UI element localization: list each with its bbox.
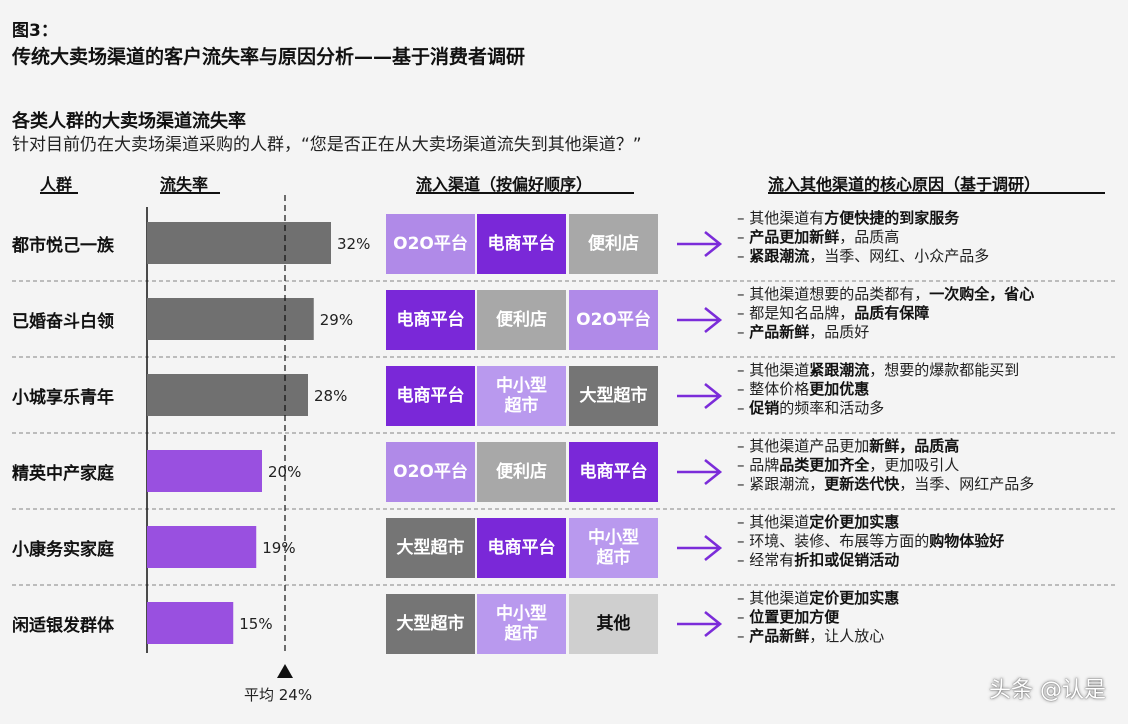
reason-item: – 产品新鲜，让人放心 — [737, 627, 885, 645]
bar-value-label: 28% — [314, 387, 347, 405]
churn-bar — [147, 222, 331, 264]
channel-box: 便利店 — [569, 214, 658, 274]
reason-item: – 产品新鲜，品质好 — [737, 323, 870, 341]
bar-value-label: 15% — [239, 615, 272, 633]
arrow-right-icon — [677, 230, 723, 258]
churn-bar — [147, 374, 308, 416]
reason-list: – 其他渠道有方便快捷的到家服务 – 产品更加新鲜，品质高 – 紧跟潮流，当季、网红… — [737, 209, 1117, 266]
channel-box: 大型超市 — [386, 594, 475, 654]
bar-value-label: 32% — [337, 235, 370, 253]
chart-subtitle: 各类人群的大卖场渠道流失率 — [12, 111, 246, 132]
reason-item: – 紧跟潮流，更新迭代快，当季、网红产品多 — [737, 475, 1035, 493]
reason-item: – 其他渠道想要的品类都有，一次购全，省心 — [737, 285, 1035, 303]
channel-box: 其他 — [569, 594, 658, 654]
average-marker-icon — [277, 664, 293, 678]
chart-description: 针对目前仍在大卖场渠道采购的人群，“您是否正在从大卖场渠道流失到其他渠道？” — [12, 135, 642, 155]
reason-item: – 经常有折扣或促销活动 — [737, 551, 900, 569]
channel-box: 中小型 超市 — [477, 366, 566, 426]
reason-item: – 其他渠道定价更加实惠 — [737, 513, 900, 531]
reason-item: – 品牌品类更加齐全，更加吸引人 — [737, 456, 960, 474]
reason-item: – 促销的频率和活动多 — [737, 399, 885, 417]
average-label: 平均 24% — [244, 686, 313, 704]
reason-item: – 环境、装修、布展等方面的购物体验好 — [737, 532, 1005, 550]
reason-list: – 其他渠道想要的品类都有，一次购全，省心 – 都是知名品牌，品质有保障 – 产品新… — [737, 285, 1117, 342]
header-group: 人群 — [40, 175, 73, 194]
channel-box: 大型超市 — [569, 366, 658, 426]
reason-item: – 其他渠道有方便快捷的到家服务 — [737, 209, 960, 227]
channel-box: 电商平台 — [477, 214, 566, 274]
watermark: 头条 @认是 — [989, 678, 1106, 703]
header-rate-underline — [160, 192, 220, 194]
channel-box: 便利店 — [477, 442, 566, 502]
channel-box: 中小型 超市 — [569, 518, 658, 578]
reason-item: – 其他渠道产品更加新鲜，品质高 — [737, 437, 960, 455]
reason-list: – 其他渠道产品更加新鲜，品质高 – 品牌品类更加齐全，更加吸引人 – 紧跟潮流，更… — [737, 437, 1117, 494]
reason-item: – 紧跟潮流，当季、网红、小众产品多 — [737, 247, 990, 265]
segment-name: 精英中产家庭 — [12, 464, 114, 484]
churn-bar — [147, 526, 257, 568]
channel-box: 电商平台 — [569, 442, 658, 502]
segment-name: 小城享乐青年 — [12, 388, 114, 408]
header-reasons-underline — [768, 192, 1105, 194]
channel-box: 电商平台 — [386, 366, 475, 426]
reason-list: – 其他渠道紧跟潮流，想要的爆款都能买到 – 整体价格更加优惠 – 促销的频率和活动… — [737, 361, 1117, 418]
channel-box: 中小型 超市 — [477, 594, 566, 654]
header-channels: 流入渠道（按偏好顺序） — [416, 175, 593, 194]
reason-item: – 其他渠道紧跟潮流，想要的爆款都能买到 — [737, 361, 1020, 379]
arrow-right-icon — [677, 306, 723, 334]
segment-name: 已婚奋斗白领 — [12, 312, 114, 332]
reason-item: – 产品更加新鲜，品质高 — [737, 228, 900, 246]
segment-name: 闲适银发群体 — [12, 616, 114, 636]
segment-name: 小康务实家庭 — [12, 540, 114, 560]
channel-box: 电商平台 — [386, 290, 475, 350]
bar-value-label: 19% — [262, 539, 295, 557]
arrow-right-icon — [677, 610, 723, 638]
reason-item: – 整体价格更加优惠 — [737, 380, 870, 398]
churn-bar — [147, 602, 234, 644]
channel-box: O2O平台 — [386, 214, 475, 274]
reason-item: – 都是知名品牌，品质有保障 — [737, 304, 930, 322]
channel-box: 大型超市 — [386, 518, 475, 578]
bar-value-label: 29% — [320, 311, 353, 329]
channel-box: O2O平台 — [569, 290, 658, 350]
channel-box: 电商平台 — [477, 518, 566, 578]
figure-title: 传统大卖场渠道的客户流失率与原因分析——基于消费者调研 — [12, 46, 526, 68]
figure-label: 图3： — [12, 21, 58, 41]
header-rate: 流失率 — [160, 175, 209, 194]
header-group-underline — [40, 192, 78, 194]
churn-bar — [147, 450, 262, 492]
reason-item: – 位置更加方便 — [737, 608, 840, 626]
churn-bar — [147, 298, 314, 340]
header-reasons: 流入其他渠道的核心原因（基于调研） — [768, 175, 1041, 194]
reason-list: – 其他渠道定价更加实惠 – 位置更加方便 – 产品新鲜，让人放心 — [737, 589, 1117, 646]
header-channels-underline — [416, 192, 634, 194]
bar-value-label: 20% — [268, 463, 301, 481]
reason-item: – 其他渠道定价更加实惠 — [737, 589, 900, 607]
arrow-right-icon — [677, 382, 723, 410]
arrow-right-icon — [677, 458, 723, 486]
segment-name: 都市悦己一族 — [12, 236, 114, 256]
channel-box: 便利店 — [477, 290, 566, 350]
arrow-right-icon — [677, 534, 723, 562]
channel-box: O2O平台 — [386, 442, 475, 502]
reason-list: – 其他渠道定价更加实惠 – 环境、装修、布展等方面的购物体验好 – 经常有折扣或促… — [737, 513, 1117, 570]
